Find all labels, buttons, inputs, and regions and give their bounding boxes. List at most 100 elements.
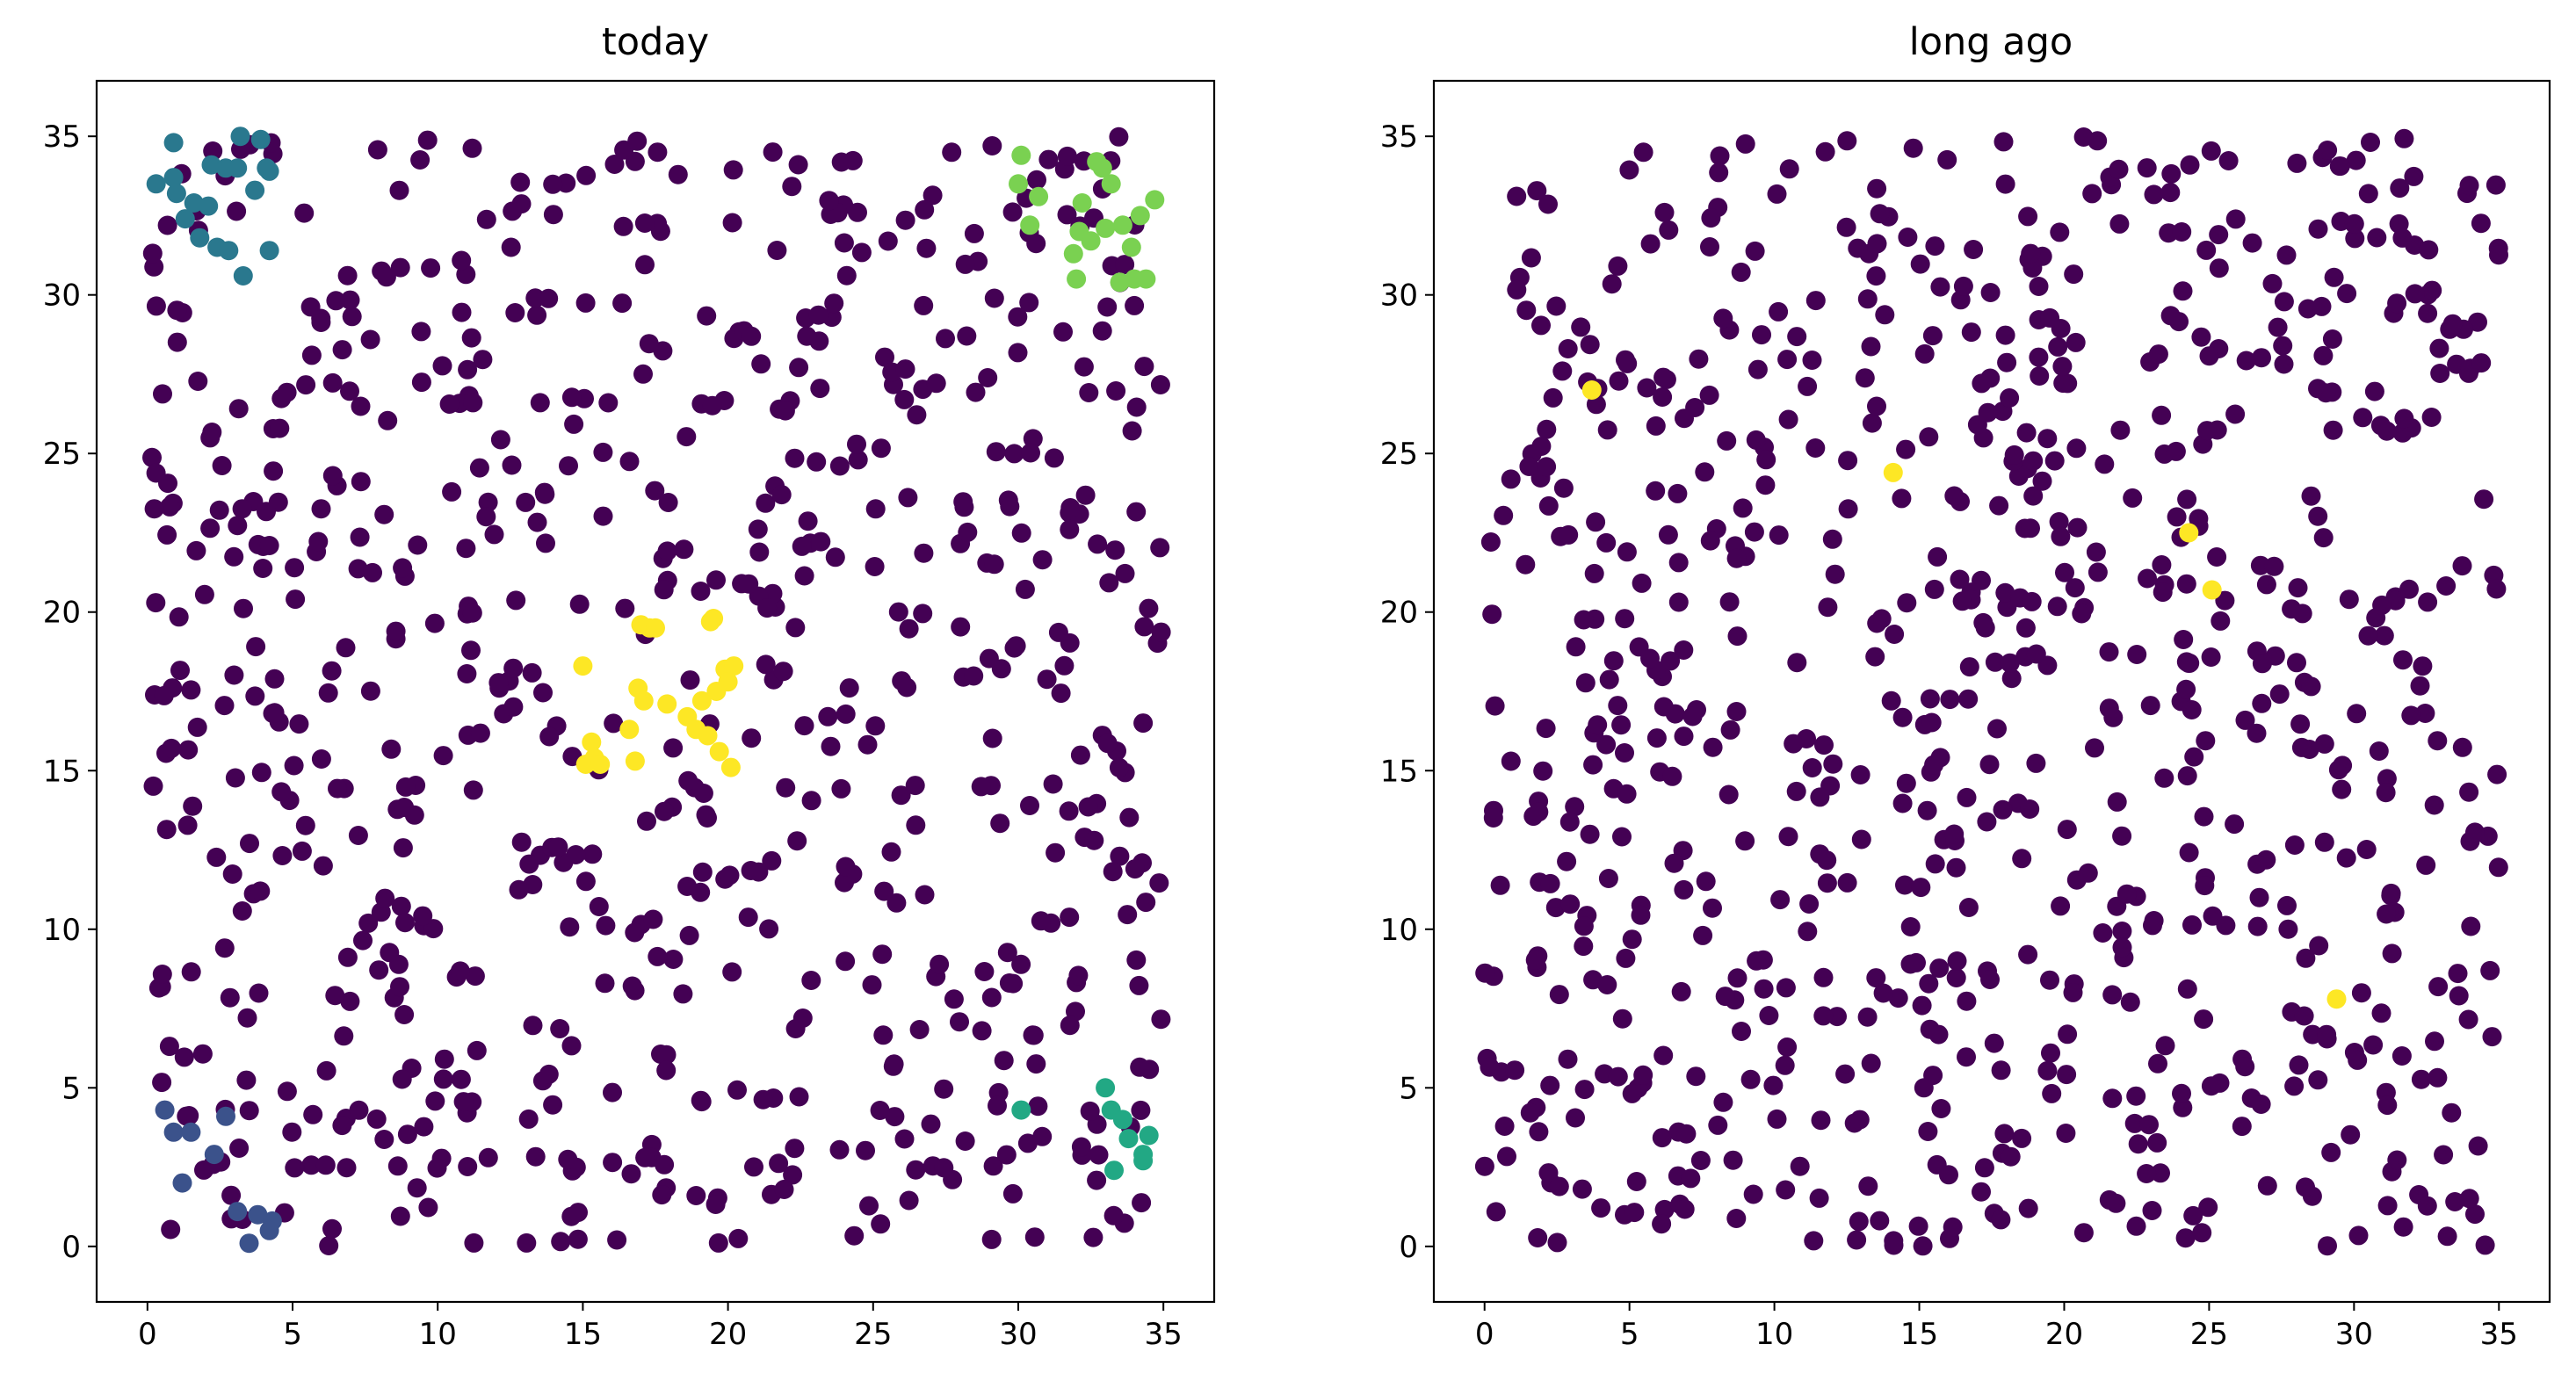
scatter-point <box>1811 1110 1831 1131</box>
chart-today: today 0 5 10 15 20 25 30 35 0 5 10 15 20 25 30 35 <box>43 20 1216 1352</box>
scatter-point <box>1925 854 1945 874</box>
scatter-point <box>1875 305 1895 325</box>
scatter-point <box>1977 812 1997 832</box>
scatter-point <box>1957 787 1977 807</box>
scatter-point <box>2052 357 2073 377</box>
scatter-point <box>391 896 411 916</box>
scatter-point <box>1929 958 1950 979</box>
scatter-point <box>1713 308 1733 329</box>
scatter-point <box>1151 1009 1171 1030</box>
scatter-point <box>1937 149 1957 170</box>
scatter-point <box>2416 855 2436 875</box>
y-tick-label: 20 <box>43 596 81 631</box>
scatter-point <box>1574 936 1594 957</box>
scatter-point <box>2274 292 2294 312</box>
scatter-point <box>2120 992 2140 1012</box>
scatter-point <box>691 1092 712 1112</box>
scatter-point <box>1622 929 1642 950</box>
scatter-point <box>1615 743 1634 763</box>
scatter-point <box>1885 625 1905 644</box>
scatter-point <box>228 399 249 419</box>
scatter-point <box>311 499 331 519</box>
scatter-point <box>1531 315 1551 336</box>
scatter-point <box>1626 1172 1646 1191</box>
scatter-point <box>2424 795 2444 815</box>
scatter-point <box>2211 611 2231 631</box>
scatter-point <box>2063 982 2083 1002</box>
scatter-point <box>358 913 379 933</box>
scatter-point <box>2177 766 2197 786</box>
scatter-point <box>825 547 845 567</box>
scatter-point <box>936 329 955 349</box>
scatter-point <box>2415 704 2435 723</box>
scatter-point <box>905 776 925 796</box>
scatter-point <box>2369 741 2389 761</box>
scatter-point <box>1008 307 1028 327</box>
scatter-point <box>783 1165 803 1185</box>
scatter-point <box>693 784 713 803</box>
scatter-point <box>2361 133 2380 152</box>
scatter-point <box>2194 1009 2214 1030</box>
scatter-point <box>2072 604 2092 624</box>
scatter-point <box>862 975 882 995</box>
scatter-point <box>1115 563 1135 583</box>
scatter-point <box>2225 814 2245 835</box>
scatter-point <box>1735 831 1755 851</box>
scatter-point <box>1689 349 1709 369</box>
cluster-point <box>204 1145 224 1165</box>
scatter-point <box>1733 498 1753 518</box>
scatter-point <box>465 966 485 987</box>
y-tick-label: 15 <box>1380 754 1418 789</box>
scatter-point <box>316 1060 336 1081</box>
scatter-point <box>824 293 844 314</box>
scatter-point <box>1978 402 1998 423</box>
scatter-point <box>2348 1225 2369 1246</box>
scatter-point <box>1918 1122 1938 1141</box>
scatter-point <box>794 566 814 586</box>
scatter-point <box>2179 653 2198 673</box>
scatter-point <box>1485 696 1505 716</box>
scatter-point <box>1126 950 1147 970</box>
scatter-point <box>527 305 547 325</box>
scatter-point <box>322 661 342 681</box>
scatter-point <box>1529 802 1549 822</box>
scatter-point <box>212 456 232 475</box>
scatter-point <box>360 329 380 350</box>
scatter-point <box>2488 857 2508 878</box>
scatter-point <box>1633 142 1653 163</box>
scatter-point <box>1549 1176 1569 1196</box>
scatter-point <box>1958 689 1979 709</box>
scatter-point <box>2127 645 2147 664</box>
cluster-point <box>181 1122 201 1142</box>
scatter-point <box>1873 983 1893 1003</box>
cluster-point <box>573 656 593 676</box>
scatter-point <box>2015 618 2036 638</box>
cluster-point <box>1581 380 1602 400</box>
scatter-point <box>964 666 984 686</box>
scatter-point <box>1547 1233 1567 1253</box>
scatter-point <box>1726 548 1747 568</box>
scatter-point <box>1032 1126 1053 1146</box>
scatter-point <box>1675 408 1694 429</box>
scatter-point <box>1857 1007 1878 1027</box>
scatter-point <box>785 618 806 638</box>
scatter-point <box>1653 1045 1674 1066</box>
scatter-point <box>819 191 839 211</box>
scatter-point <box>1652 1214 1672 1234</box>
scatter-point <box>767 241 787 260</box>
scatter-point <box>367 140 387 160</box>
scatter-point <box>1964 240 1984 259</box>
scatter-point <box>1778 827 1798 847</box>
scatter-point <box>2225 209 2246 229</box>
scatter-point <box>2154 768 2174 788</box>
scatter-point <box>575 293 596 313</box>
scatter-point <box>2413 656 2433 676</box>
scatter-point <box>408 535 428 555</box>
scatter-point <box>2012 1128 2032 1148</box>
scatter-point <box>2346 150 2366 170</box>
scatter-point <box>604 155 625 174</box>
cluster-point <box>1145 190 1165 210</box>
scatter-point <box>702 395 722 416</box>
scatter-point <box>1920 689 1940 709</box>
scatter-point <box>951 617 971 637</box>
